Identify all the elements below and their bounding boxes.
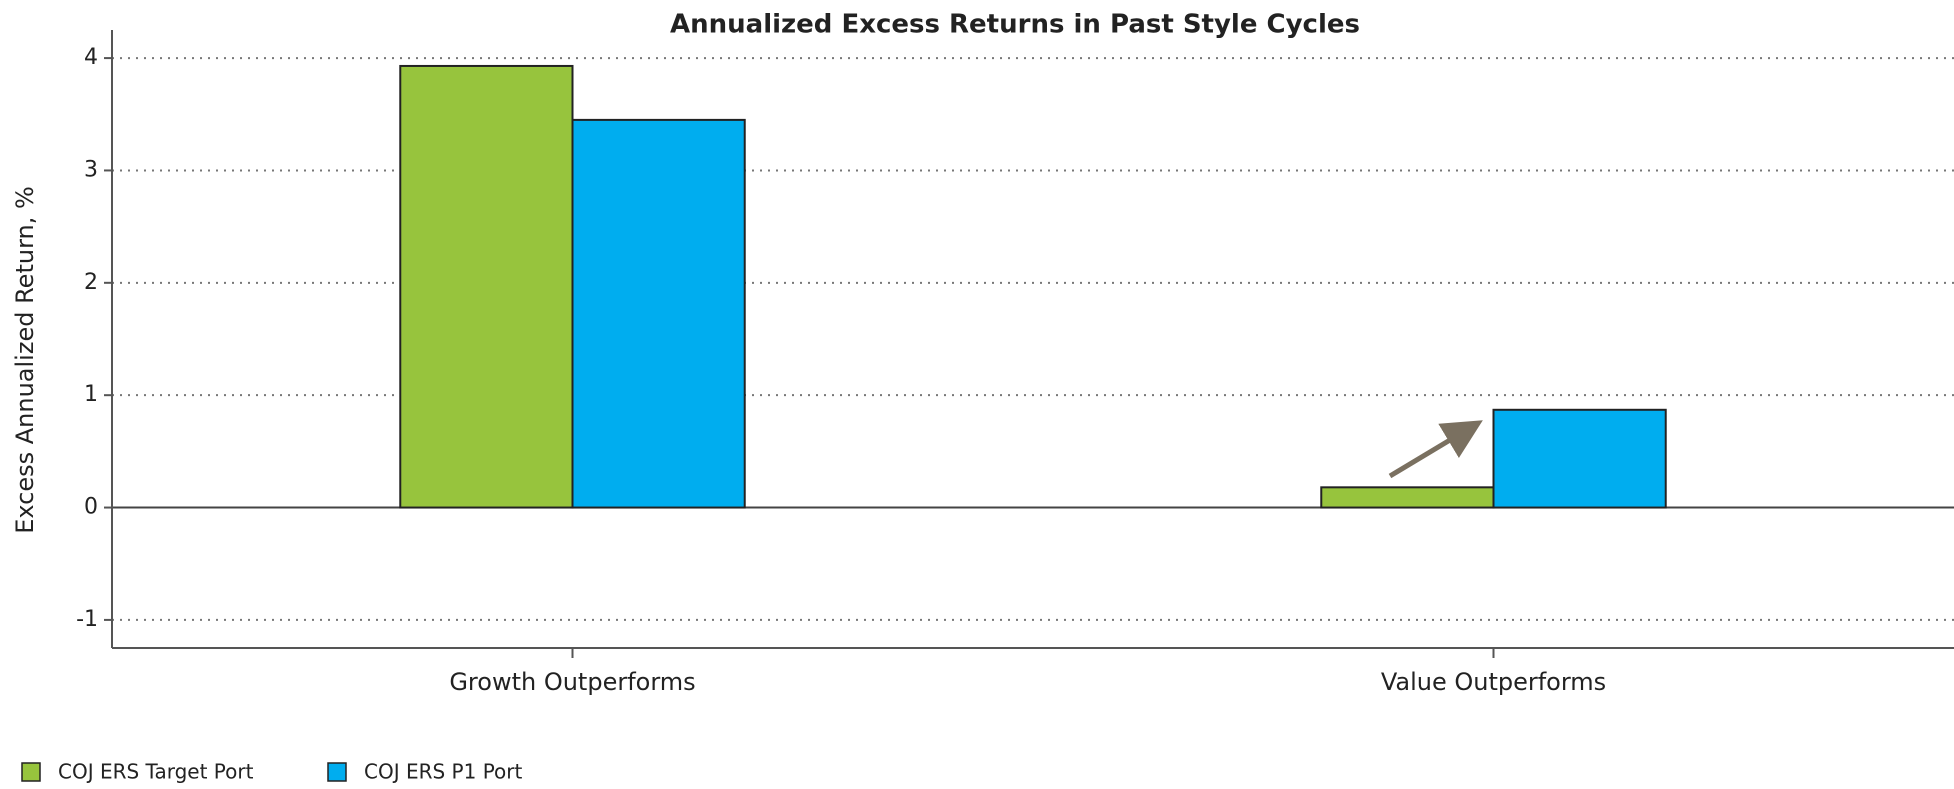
bar [399, 64, 574, 509]
legend-swatch [21, 762, 41, 782]
chart-title: Annualized Excess Returns in Past Style … [670, 10, 1360, 40]
bar [1492, 408, 1667, 509]
y-tick-label: 3 [84, 157, 98, 182]
y-tick-label: 1 [84, 382, 98, 407]
legend-label: COJ ERS Target Port [58, 760, 254, 784]
y-tick-label: 2 [84, 270, 98, 295]
x-tick-label: Value Outperforms [1381, 668, 1606, 696]
y-tick-label: 0 [84, 495, 98, 520]
y-axis-label: Excess Annualized Return, % [11, 186, 39, 534]
bar [571, 118, 746, 509]
x-tick-label: Growth Outperforms [449, 668, 695, 696]
bar [1320, 486, 1495, 509]
legend-swatch [327, 762, 347, 782]
y-tick-label: 4 [84, 45, 98, 70]
annotation-arrow [1388, 420, 1483, 479]
y-tick-label: -1 [76, 607, 98, 632]
legend-label: COJ ERS P1 Port [364, 760, 522, 784]
